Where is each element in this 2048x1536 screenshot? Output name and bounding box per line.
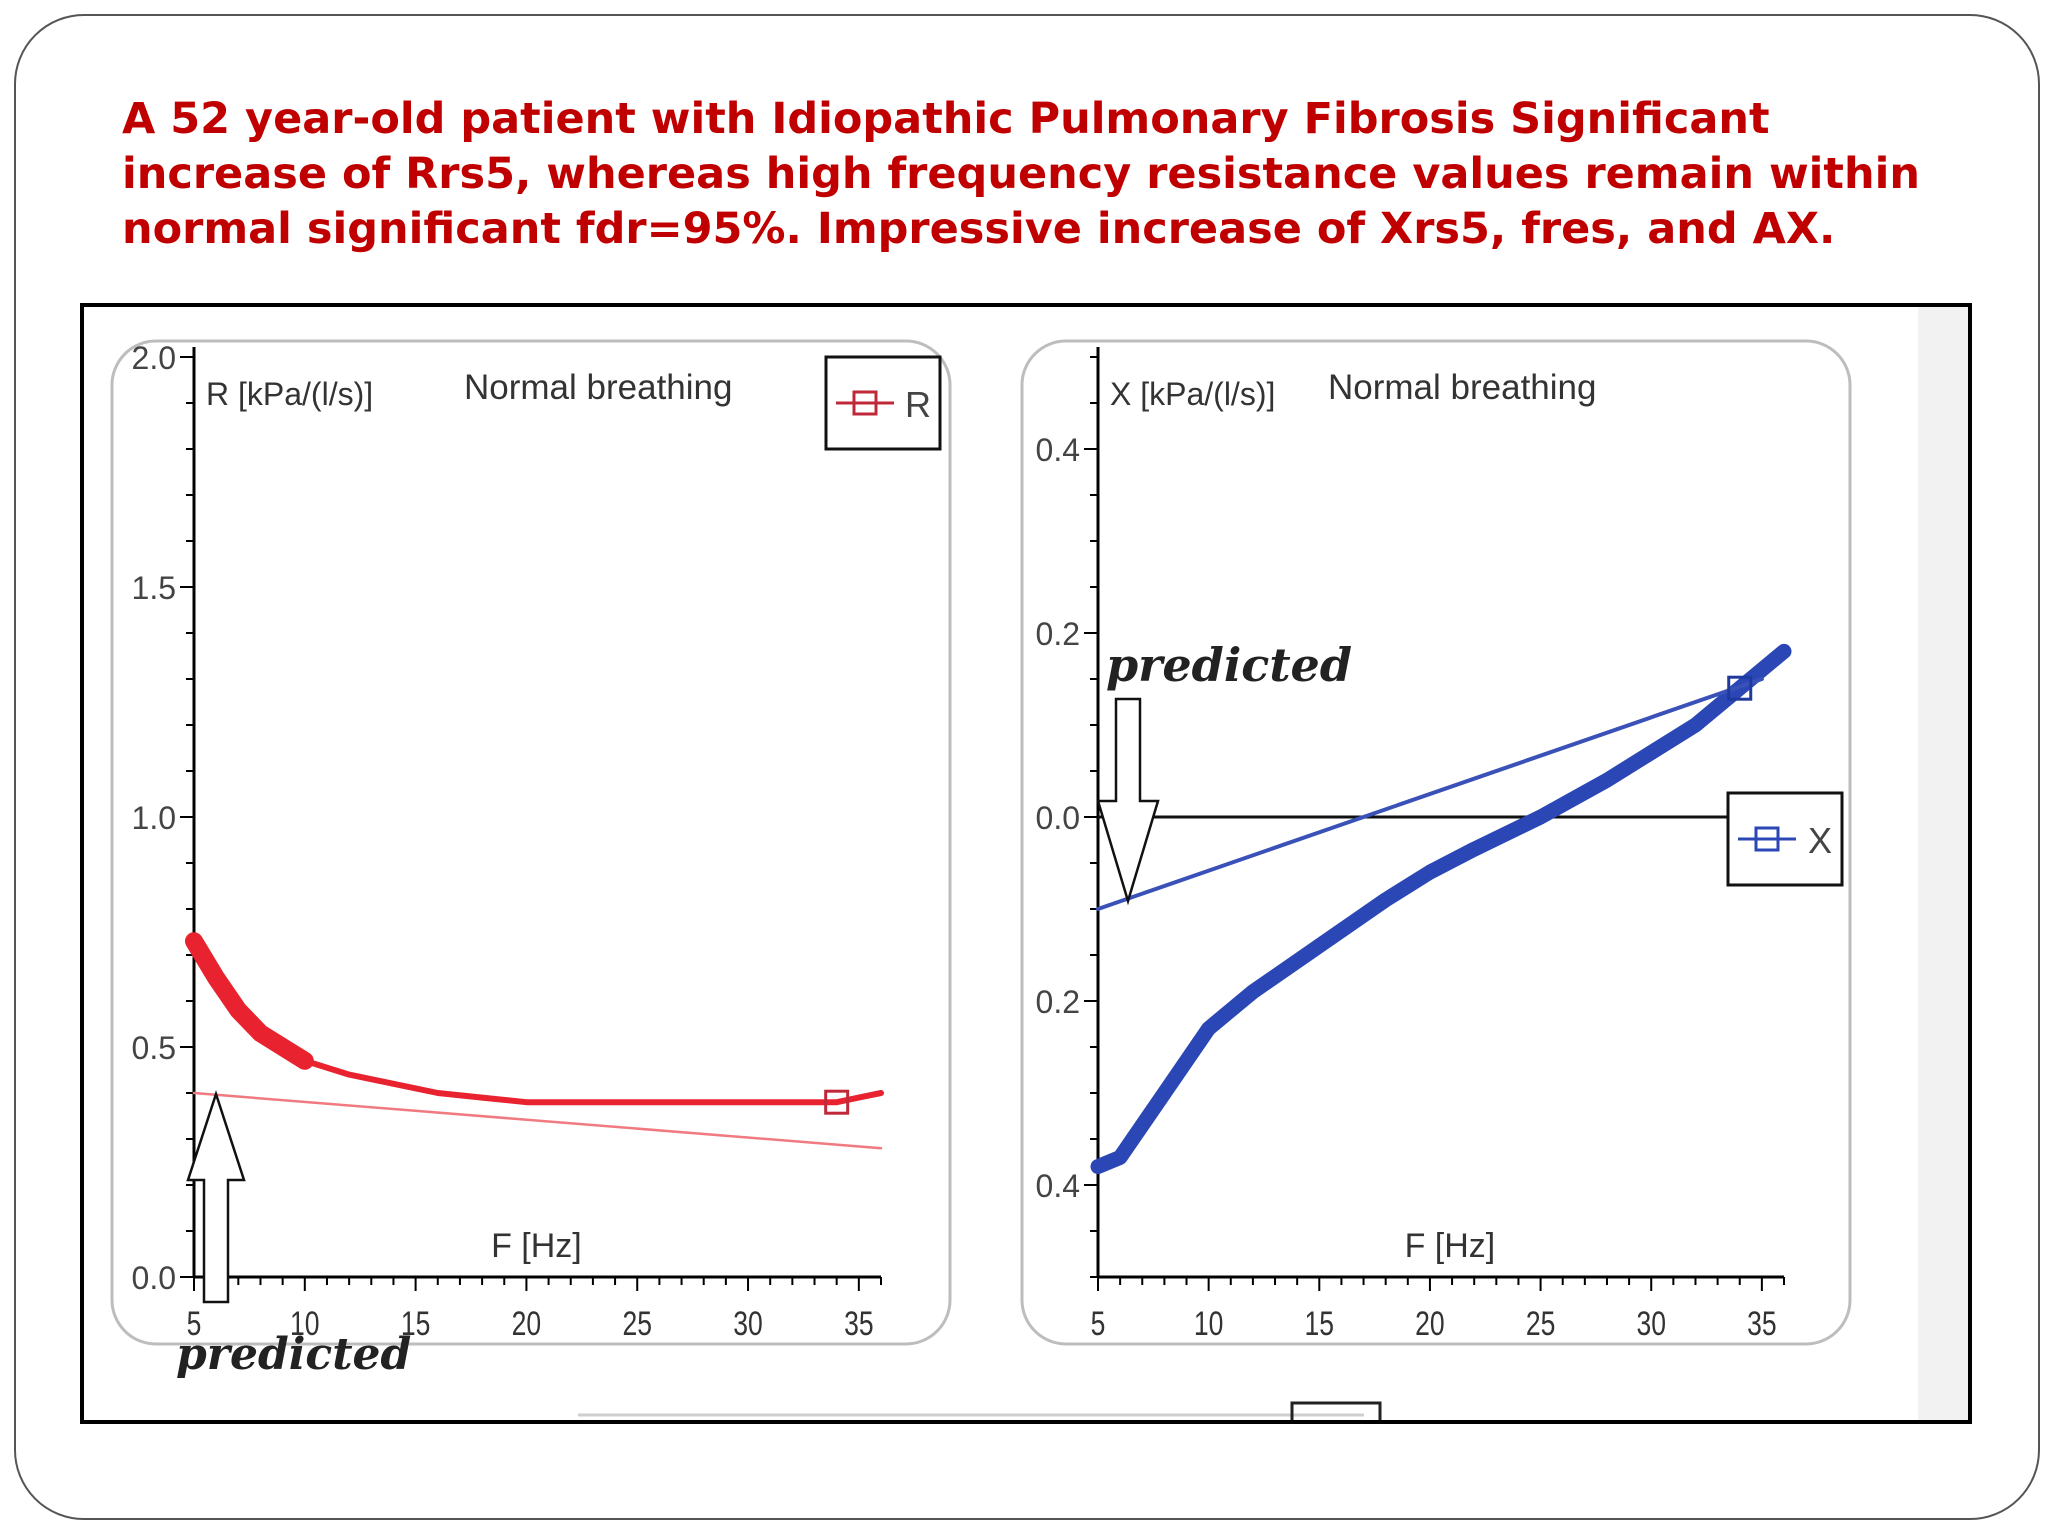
slide-title: A 52 year-old patient with Idiopathic Pu… <box>122 94 1920 254</box>
chart-title: Normal breathing <box>464 368 732 407</box>
legend-marker <box>852 390 878 416</box>
series-line-measured <box>1090 643 1792 1175</box>
panel-frame <box>110 339 952 1346</box>
figure-svg: 5 10 15 20 25 30 35 0.0 0.5 1.0 1.5 2.0 R [kPa/(l/s)… <box>110 339 1852 1420</box>
x-tick-label: 35 <box>1747 1305 1777 1343</box>
figure-box: 5 10 15 20 25 30 35 0.0 0.5 1.0 1.5 2.0 R [kPa/(l/s)… <box>80 303 1972 1424</box>
y-tick-label: 2.0 <box>132 340 176 376</box>
y-tick-label: 0.2 <box>1036 984 1080 1020</box>
x-tick-label: 5 <box>187 1305 202 1343</box>
x-tick-label: 25 <box>1526 1305 1556 1343</box>
x-tick-label: 15 <box>401 1305 431 1343</box>
x-axis-title: F [Hz] <box>1405 1227 1496 1265</box>
y-tick-label: 1.5 <box>132 570 176 606</box>
chart-panel-1: 5 10 15 20 25 30 35 0.0 0.5 1.0 1.5 2.0 R [kPa/(l/s)… <box>110 339 952 1380</box>
x-axis-title: F [Hz] <box>491 1227 582 1265</box>
y-tick-label: 0.2 <box>1036 616 1080 652</box>
legend-label: X <box>1808 820 1832 861</box>
x-tick-label: 30 <box>1636 1305 1666 1343</box>
chart-panel-2: 5 10 15 20 25 30 35 0.4 0.2 0.0 0.2 0.4 X [kPa/(l/s)… <box>1020 339 1852 1346</box>
y-tick-label: 0.5 <box>132 1030 176 1066</box>
series-band-low-frequency <box>185 932 314 1070</box>
cropped-element-box <box>1290 1401 1382 1420</box>
y-tick-label: 0.4 <box>1036 1168 1080 1204</box>
legend-label: R <box>905 384 931 425</box>
series-marker <box>1727 675 1753 701</box>
x-tick-label: 20 <box>1415 1305 1445 1343</box>
y-tick-label: 1.0 <box>132 800 176 836</box>
predicted-label: predicted <box>1106 638 1352 692</box>
y-tick-label: 0.0 <box>1036 800 1080 836</box>
x-tick-label: 15 <box>1305 1305 1335 1343</box>
figure-right-strip <box>1918 307 1968 1420</box>
x-tick-label: 20 <box>512 1305 542 1343</box>
x-tick-label: 10 <box>290 1305 320 1343</box>
series-line-predicted <box>1096 677 1764 911</box>
y-tick-label: 0.4 <box>1036 432 1080 468</box>
series-line-predicted <box>192 1091 883 1150</box>
y-tick-label: 0.0 <box>132 1260 176 1296</box>
predicted-arrow <box>1096 697 1160 906</box>
series-marker <box>824 1089 850 1115</box>
y-axis-title: X [kPa/(l/s)] <box>1110 376 1275 412</box>
chart-title: Normal breathing <box>1328 368 1596 407</box>
y-axis-title: R [kPa/(l/s)] <box>206 376 373 412</box>
x-tick-label: 5 <box>1091 1305 1106 1343</box>
panel-frame <box>1020 339 1852 1346</box>
legend-marker <box>1754 826 1780 852</box>
x-tick-label: 35 <box>844 1305 874 1343</box>
x-tick-label: 30 <box>733 1305 763 1343</box>
predicted-label: predicted <box>176 1329 411 1380</box>
x-tick-label: 25 <box>622 1305 652 1343</box>
predicted-arrow <box>186 1089 246 1304</box>
x-tick-label: 10 <box>1194 1305 1224 1343</box>
